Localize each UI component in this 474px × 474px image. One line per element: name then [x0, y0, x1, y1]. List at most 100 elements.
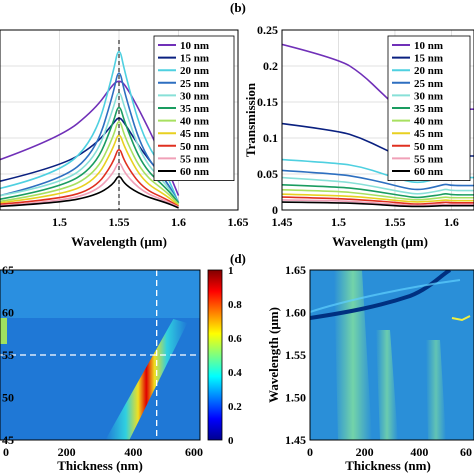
x-tick-label: 1.65 [228, 215, 249, 229]
colorbar-tick-label: 0.6 [228, 333, 242, 345]
legend-label: 20 nm [180, 65, 209, 77]
colorbar-tick-label: 1 [228, 265, 234, 277]
legend-label: 50 nm [414, 141, 443, 153]
series-line [282, 193, 474, 203]
y-tick-label: 0.15 [257, 95, 278, 109]
y-tick-label: 1.45 [285, 433, 306, 447]
panel-d-y-ticks: 1.45 1.50 1.55 1.60 1.65 [285, 263, 306, 447]
legend-label: 15 nm [414, 53, 443, 65]
panel-c-colorbar [207, 269, 223, 441]
panel-b-ylabel: Transmission [243, 82, 258, 157]
panel-c-heatmap: 0 200 400 600 65 60 55 50 45 Thickness (nm) 0 0.… [0, 263, 242, 473]
legend-label: 60 nm [180, 166, 209, 178]
panel-b-xlabel: Wavelength (μm) [332, 234, 428, 249]
legend-label: 45 nm [180, 128, 209, 140]
y-tick-label: 1.55 [285, 348, 306, 362]
panel-c-y-ticks: 65 60 55 50 45 [2, 263, 14, 447]
legend-label: 35 nm [414, 103, 443, 115]
x-tick-label: 0 [307, 445, 313, 459]
panel-a-series [0, 50, 180, 209]
legend-label: 30 nm [180, 90, 209, 102]
panel-c-left-strip [0, 318, 7, 344]
legend-label: 35 nm [180, 103, 209, 115]
x-tick-label: 200 [356, 445, 374, 459]
x-tick-label: 200 [58, 445, 76, 459]
x-tick-label: 1.6 [444, 215, 459, 229]
x-tick-label: 1.5 [331, 215, 346, 229]
series-line [282, 176, 474, 195]
panel-c-plot-frame [0, 269, 201, 441]
panel-c-upper-region [0, 270, 200, 318]
x-tick-label: 400 [410, 445, 428, 459]
panel-b-label: (b) [230, 0, 246, 15]
colorbar-tick-label: 0.2 [228, 401, 242, 413]
legend-label: 55 nm [180, 153, 209, 165]
legend-label: 15 nm [180, 53, 209, 65]
legend-label: 60 nm [414, 166, 443, 178]
panel-d-label: (d) [230, 251, 246, 266]
panel-b-line-chart: 1.45 1.5 1.55 1.6 0 0.05 0.1 0.15 0.2 0.25 Wavel… [243, 23, 474, 249]
x-tick-label: 1.55 [384, 215, 405, 229]
panel-c-x-ticks: 0 200 400 600 [3, 445, 203, 459]
y-tick-label: 1.65 [285, 263, 306, 277]
panel-c-colorbar-ticks: 0 0.2 0.4 0.6 0.8 1 [228, 265, 242, 447]
y-tick-label: 50 [2, 391, 14, 405]
panel-d-stripe-2 [376, 330, 398, 440]
panel-d-x-ticks: 0 200 400 60 [307, 445, 472, 459]
series-line [282, 201, 474, 208]
y-tick-label: 1.50 [285, 391, 306, 405]
panel-d-mode-line [310, 270, 452, 320]
series-line [0, 162, 179, 208]
x-tick-label: 60 [460, 445, 472, 459]
legend-label: 20 nm [414, 65, 443, 77]
panel-d-stripe-3 [426, 340, 446, 440]
legend-label: 50 nm [180, 141, 209, 153]
panel-d-ylabel: Wavelength (μm) [266, 307, 281, 403]
y-tick-label: 0 [272, 203, 278, 217]
panel-b-plot-frame [281, 29, 474, 211]
colorbar-tick-label: 0 [228, 435, 234, 447]
panel-d-mode-line-upper [310, 279, 461, 313]
x-tick-label: 600 [185, 445, 203, 459]
legend-label: 25 nm [414, 78, 443, 90]
legend-label: 10 nm [180, 40, 209, 52]
series-line [0, 80, 180, 196]
panel-c-xlabel: Thickness (nm) [57, 458, 143, 473]
series-line [0, 121, 180, 205]
series-line [282, 184, 474, 199]
x-tick-label: 400 [124, 445, 142, 459]
series-line [0, 148, 179, 208]
y-tick-label: 60 [2, 306, 14, 320]
panel-d-plot-frame [309, 269, 474, 441]
y-tick-label: 0.25 [257, 23, 278, 37]
panel-b-x-ticks: 1.45 1.5 1.55 1.6 [272, 215, 459, 229]
y-tick-label: 1.60 [285, 306, 306, 320]
y-tick-label: 45 [2, 433, 14, 447]
x-tick-label: 1.6 [171, 215, 186, 229]
y-tick-label: 55 [2, 348, 14, 362]
series-line [282, 196, 474, 205]
y-tick-label: 65 [2, 263, 14, 277]
y-tick-label: 0.05 [257, 167, 278, 181]
panel-d-heatmap: 0 200 400 60 1.45 1.50 1.55 1.60 1.65 Thickness… [266, 263, 474, 473]
x-tick-label: 1.5 [52, 215, 67, 229]
legend-label: 45 nm [414, 128, 443, 140]
legend-label: 40 nm [414, 116, 443, 128]
x-tick-label: 1.55 [109, 215, 130, 229]
legend-label: 40 nm [180, 116, 209, 128]
panel-c-band [105, 319, 188, 440]
colorbar-tick-label: 0.8 [228, 299, 242, 311]
series-line [282, 169, 474, 191]
legend-label: 30 nm [414, 90, 443, 102]
x-tick-label: 1.45 [272, 215, 293, 229]
panel-b-y-ticks: 0 0.05 0.1 0.15 0.2 0.25 [257, 23, 278, 217]
y-tick-label: 0.2 [263, 59, 278, 73]
colorbar-tick-label: 0.4 [228, 367, 242, 379]
legend-label: 55 nm [414, 153, 443, 165]
panel-a-plot-frame [0, 29, 239, 211]
legend-label: 10 nm [414, 40, 443, 52]
